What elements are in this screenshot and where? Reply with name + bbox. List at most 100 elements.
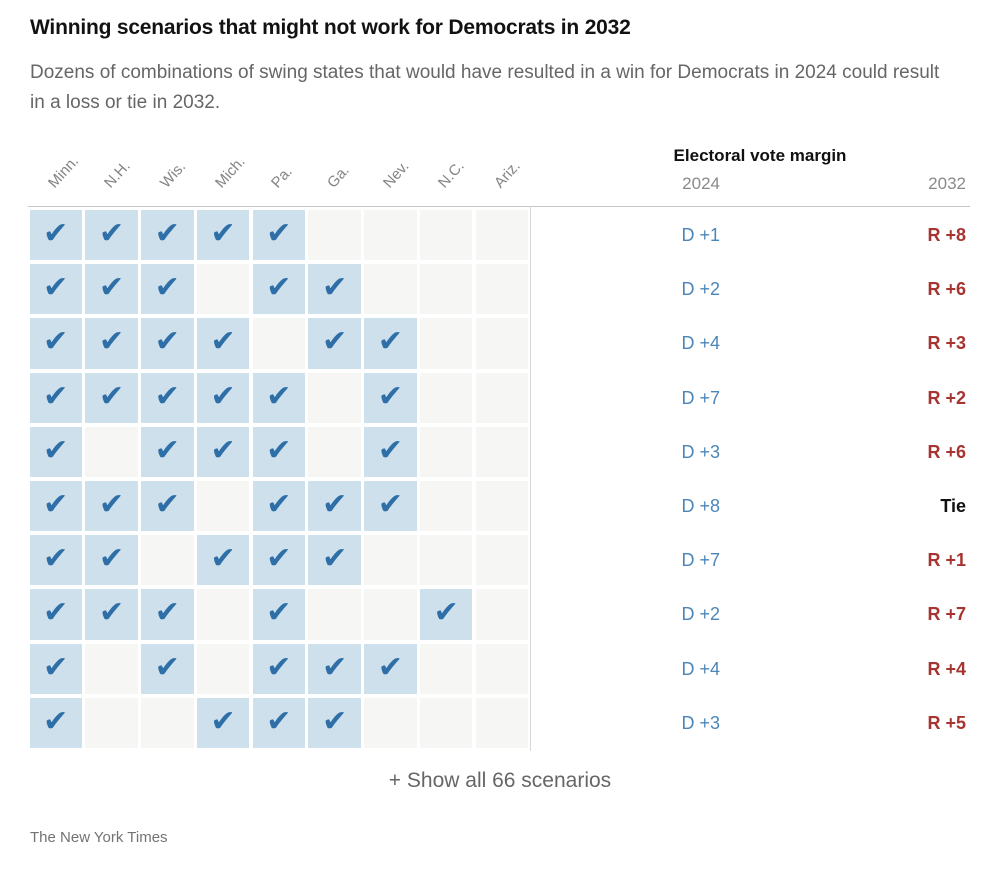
scenario-cell: ✔ <box>308 481 361 532</box>
check-icon: ✔ <box>154 216 180 252</box>
column-header-ariz: Ariz. <box>491 157 524 192</box>
margin-2024-value: D +4 <box>681 333 720 354</box>
scenario-cell: ✔ <box>252 426 306 477</box>
margin-2032-value: R +5 <box>927 712 966 733</box>
show-all-scenarios-button[interactable]: + Show all 66 scenarios <box>388 769 612 792</box>
scenario-cell: ✔ <box>364 372 417 423</box>
margin-2024-value: D +1 <box>681 225 720 246</box>
scenario-cell <box>85 697 138 748</box>
column-header-minn: Minn. <box>45 152 83 192</box>
scenario-cell <box>475 372 529 423</box>
check-icon: ✔ <box>266 378 292 414</box>
margin-2032-value: R +4 <box>927 658 966 679</box>
scenario-cell: ✔ <box>85 372 138 423</box>
scenario-cell <box>308 210 361 261</box>
scenario-cell: ✔ <box>252 372 306 423</box>
margin-2032-value: R +7 <box>927 604 966 625</box>
scenario-cell <box>364 589 417 640</box>
check-icon: ✔ <box>377 432 403 468</box>
scenario-cell: ✔ <box>252 697 306 748</box>
scenario-cell: ✔ <box>29 372 82 423</box>
check-icon: ✔ <box>266 703 292 739</box>
check-icon: ✔ <box>377 649 403 685</box>
margin-2024-value: D +2 <box>681 604 720 625</box>
scenario-cell: ✔ <box>364 318 417 369</box>
check-icon: ✔ <box>98 216 125 252</box>
check-icon: ✔ <box>154 487 180 523</box>
scenario-cell: ✔ <box>29 697 82 748</box>
margin-2032-value: R +1 <box>927 550 966 571</box>
check-icon: ✔ <box>266 541 292 577</box>
scenario-cell: ✔ <box>252 643 306 694</box>
check-icon: ✔ <box>266 649 292 685</box>
source-credit: The New York Times <box>30 829 168 846</box>
scenario-cell <box>419 697 473 748</box>
scenario-cell: ✔ <box>196 426 250 477</box>
scenario-cell <box>308 372 361 423</box>
margin-2024-value: D +3 <box>681 441 720 462</box>
check-icon: ✔ <box>154 324 180 360</box>
scenario-cell <box>85 426 138 477</box>
scenario-cell: ✔ <box>29 426 82 477</box>
scenario-cell <box>475 481 529 532</box>
scenario-cell <box>364 697 417 748</box>
scenario-cell <box>141 535 194 586</box>
scenario-cell: ✔ <box>196 535 250 586</box>
scenario-cell: ✔ <box>85 264 138 315</box>
check-icon: ✔ <box>98 378 125 414</box>
scenario-cell <box>475 264 529 315</box>
scenario-cell: ✔ <box>196 210 250 261</box>
margin-2024-value: D +7 <box>681 387 720 408</box>
check-icon: ✔ <box>322 703 348 739</box>
check-icon: ✔ <box>154 649 180 685</box>
scenario-cell <box>85 643 138 694</box>
column-header-ga: Ga. <box>323 162 353 192</box>
scenario-cell: ✔ <box>29 643 82 694</box>
check-icon: ✔ <box>43 487 69 523</box>
column-header-nc: N.C. <box>435 157 469 192</box>
check-icon: ✔ <box>43 649 69 685</box>
scenario-cell <box>141 697 194 748</box>
scenario-cell <box>419 318 473 369</box>
scenario-cell: ✔ <box>141 264 194 315</box>
check-icon: ✔ <box>377 487 403 523</box>
scenario-cell: ✔ <box>29 535 82 586</box>
margin-2024-value: D +7 <box>681 550 720 571</box>
margin-2032-value: R +6 <box>927 279 966 300</box>
check-icon: ✔ <box>266 432 292 468</box>
column-header-wis: Wis. <box>156 158 189 192</box>
scenario-cell: ✔ <box>308 643 361 694</box>
scenario-cell: ✔ <box>29 318 82 369</box>
check-icon: ✔ <box>266 270 292 306</box>
scenario-cell: ✔ <box>141 481 194 532</box>
check-icon: ✔ <box>98 324 125 360</box>
scenario-cell: ✔ <box>419 589 473 640</box>
check-icon: ✔ <box>43 270 69 306</box>
check-icon: ✔ <box>43 216 69 252</box>
check-icon: ✔ <box>98 487 125 523</box>
check-icon: ✔ <box>98 595 125 631</box>
check-icon: ✔ <box>210 432 236 468</box>
scenario-cell: ✔ <box>29 264 82 315</box>
column-header-2024: 2024 <box>682 174 720 193</box>
check-icon: ✔ <box>266 595 292 631</box>
scenario-cell <box>308 589 361 640</box>
scenario-cell <box>419 426 473 477</box>
scenario-cell <box>475 697 529 748</box>
scenario-cell: ✔ <box>252 264 306 315</box>
scenario-cell <box>475 589 529 640</box>
scenario-cell: ✔ <box>29 589 82 640</box>
check-icon: ✔ <box>43 432 69 468</box>
scenario-cell <box>196 589 250 640</box>
header-rule <box>28 206 970 207</box>
check-icon: ✔ <box>43 541 69 577</box>
scenario-cell: ✔ <box>364 643 417 694</box>
margin-2024-value: D +4 <box>681 658 720 679</box>
check-icon: ✔ <box>154 595 180 631</box>
check-icon: ✔ <box>266 487 292 523</box>
column-header-2032: 2032 <box>928 174 966 193</box>
scenario-cell: ✔ <box>141 372 194 423</box>
margin-2032-value: R +2 <box>927 387 966 408</box>
check-icon: ✔ <box>43 703 69 739</box>
scenario-cell: ✔ <box>85 481 138 532</box>
